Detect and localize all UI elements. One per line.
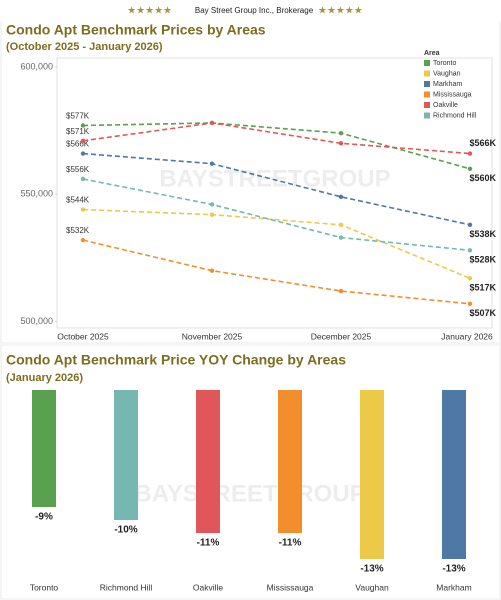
watermark: BAYSTREETGROUP [134, 480, 365, 507]
point [467, 222, 473, 228]
point [467, 276, 473, 281]
bar [32, 390, 56, 507]
data-label: $507K [469, 308, 496, 318]
series-line [82, 239, 471, 305]
point [80, 237, 86, 243]
series-line [82, 152, 471, 226]
point [80, 138, 86, 143]
point [467, 151, 473, 156]
plot-frame [56, 57, 493, 329]
x-tick-label: October 2025 [57, 331, 109, 341]
bar [114, 390, 138, 520]
point [209, 120, 215, 126]
x-tick-label: Vaughan [355, 582, 389, 592]
data-label: -9% [35, 512, 53, 523]
legend-label: Vaughan [433, 70, 461, 77]
y-tick-label: 500,000 [20, 316, 53, 326]
panel [2, 22, 499, 342]
point [80, 151, 86, 156]
data-label: $577K [66, 112, 90, 121]
data-label: $528K [469, 255, 496, 265]
data-label: $544K [66, 196, 90, 205]
legend-swatch [424, 60, 430, 66]
data-label: -11% [197, 538, 220, 549]
chart-title: Condo Apt Benchmark Price YOY Change by … [6, 352, 346, 368]
point [467, 166, 473, 172]
bar [196, 390, 220, 533]
legend-title: Area [424, 50, 440, 57]
stars: ★★★★★ [318, 6, 363, 17]
legend-label: Markham [433, 81, 462, 88]
legend-label: Toronto [433, 60, 456, 67]
x-tick-label: Toronto [30, 582, 59, 592]
data-label: $532K [66, 226, 90, 235]
legend-swatch [424, 91, 430, 98]
x-tick-label: December 2025 [311, 331, 372, 341]
y-tick-label: 600,000 [20, 61, 53, 71]
header-band [0, 0, 501, 22]
point [209, 268, 215, 273]
y-tick-label: 550,000 [20, 189, 53, 199]
chart-subtitle: (October 2025 - January 2026) [6, 41, 163, 53]
bar [278, 390, 302, 533]
stars: ★★★★★ [127, 6, 172, 17]
bar [360, 390, 384, 559]
point [80, 207, 86, 212]
data-label: -13% [442, 564, 465, 575]
bar [442, 390, 466, 559]
x-tick-label: Richmond Hill [100, 582, 153, 592]
legend-label: Mississauga [433, 91, 472, 98]
point [80, 176, 86, 182]
legend-swatch [424, 70, 430, 77]
point [338, 141, 344, 146]
series-line [82, 122, 471, 155]
chart-title: Condo Apt Benchmark Prices by Areas [6, 22, 266, 38]
point [209, 161, 215, 166]
panel [2, 346, 499, 598]
data-label: $556K [66, 165, 90, 174]
data-label: $566K [66, 140, 90, 149]
point [338, 288, 344, 294]
x-tick-label: November 2025 [182, 331, 243, 341]
point [80, 123, 86, 128]
data-label: -11% [279, 538, 302, 549]
x-tick-label: Markham [436, 582, 471, 592]
watermark: BAYSTREETGROUP [159, 165, 390, 192]
data-label: $566K [469, 138, 496, 148]
series-line [82, 122, 471, 170]
point [209, 202, 215, 207]
point [338, 222, 344, 228]
legend-swatch [424, 112, 430, 119]
data-label: -10% [114, 525, 137, 536]
data-label: $517K [469, 283, 496, 293]
series-line [82, 178, 471, 252]
series-line [82, 208, 471, 280]
legend-label: Oakville [433, 102, 458, 109]
x-tick-label: Mississauga [267, 582, 314, 592]
point [467, 248, 473, 253]
chart-subtitle: (January 2026) [6, 372, 83, 384]
legend-swatch [424, 81, 430, 87]
legend-label: Richmond Hill [433, 112, 477, 119]
point [338, 194, 344, 200]
x-tick-label: Oakville [193, 582, 224, 592]
point [338, 235, 344, 240]
point [209, 212, 215, 217]
point [338, 130, 344, 136]
data-label: -13% [360, 564, 383, 575]
x-tick-label: January 2026 [441, 331, 493, 341]
data-label: $571K [66, 127, 90, 136]
data-label: $538K [469, 229, 496, 239]
data-label: $560K [469, 173, 496, 183]
brand: Bay Street Group Inc., Brokerage [195, 6, 314, 15]
point [467, 301, 473, 307]
legend-swatch [424, 102, 430, 108]
